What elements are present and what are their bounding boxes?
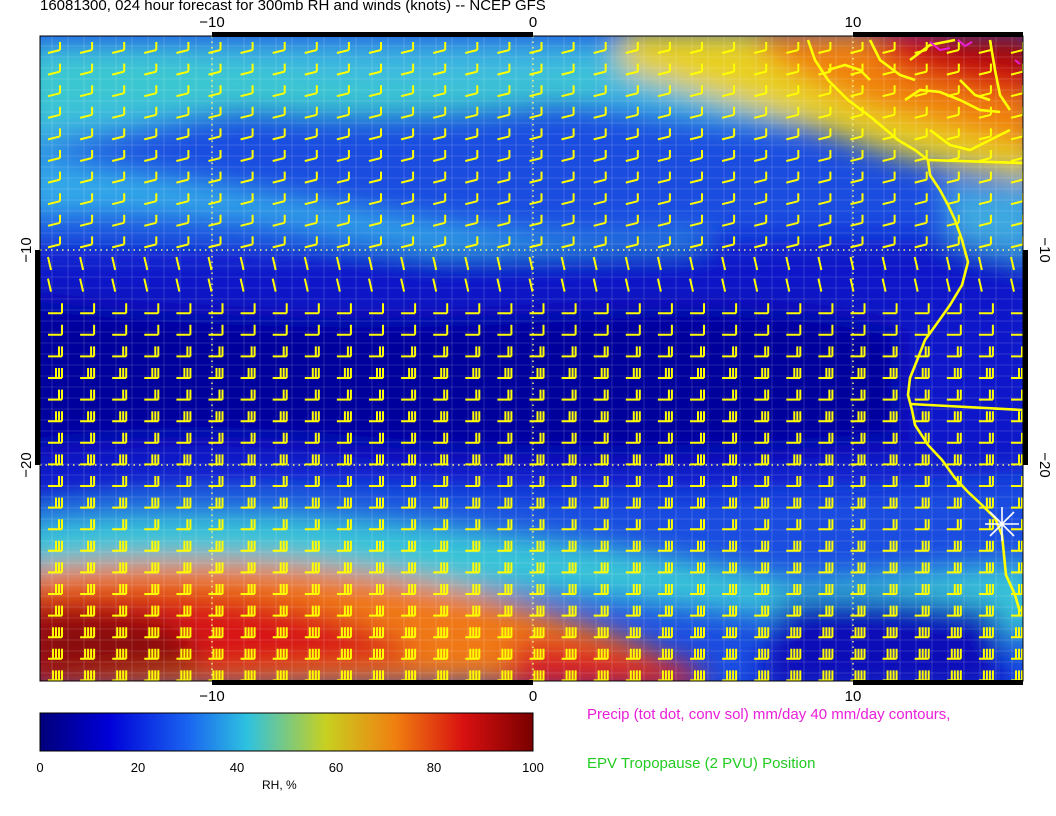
bottom-tick-label-e10: 10 [845, 688, 862, 705]
colorbar-tick-60: 60 [328, 760, 344, 775]
colorbar-tick-40: 40 [229, 760, 245, 775]
left-tick-label-s20: −20 [18, 452, 35, 477]
bottom-tick-label-0: 0 [529, 688, 537, 705]
colorbar-tick-100: 100 [522, 760, 544, 775]
map-border-bars [35, 32, 1028, 685]
star-marker [985, 507, 1019, 541]
precip-legend: Precip (tot dot, conv sol) mm/day 40 mm/… [587, 706, 951, 723]
colorbar [39, 712, 534, 752]
map-title: 16081300, 024 hour forecast for 300mb RH… [40, 0, 546, 14]
top-tick-label-w10: −10 [199, 14, 224, 31]
colorbar-tick-20: 20 [130, 760, 146, 775]
bottom-tick-label-w10: −10 [199, 688, 224, 705]
top-tick-label-0: 0 [529, 14, 537, 31]
epv-legend: EPV Tropopause (2 PVU) Position [587, 755, 816, 772]
coastline [806, 38, 1023, 613]
grid-lines [40, 36, 1023, 681]
colorbar-tick-80: 80 [426, 760, 442, 775]
colorbar-label: RH, % [262, 778, 297, 792]
right-tick-label-s20: −20 [1036, 452, 1053, 477]
left-tick-label-s10: −10 [18, 237, 35, 262]
right-tick-label-s10: −10 [1036, 237, 1053, 262]
wind-barbs [47, 42, 1023, 681]
top-tick-label-e10: 10 [845, 14, 862, 31]
colorbar-tick-0: 0 [36, 760, 44, 775]
precip-contours [929, 39, 1021, 65]
